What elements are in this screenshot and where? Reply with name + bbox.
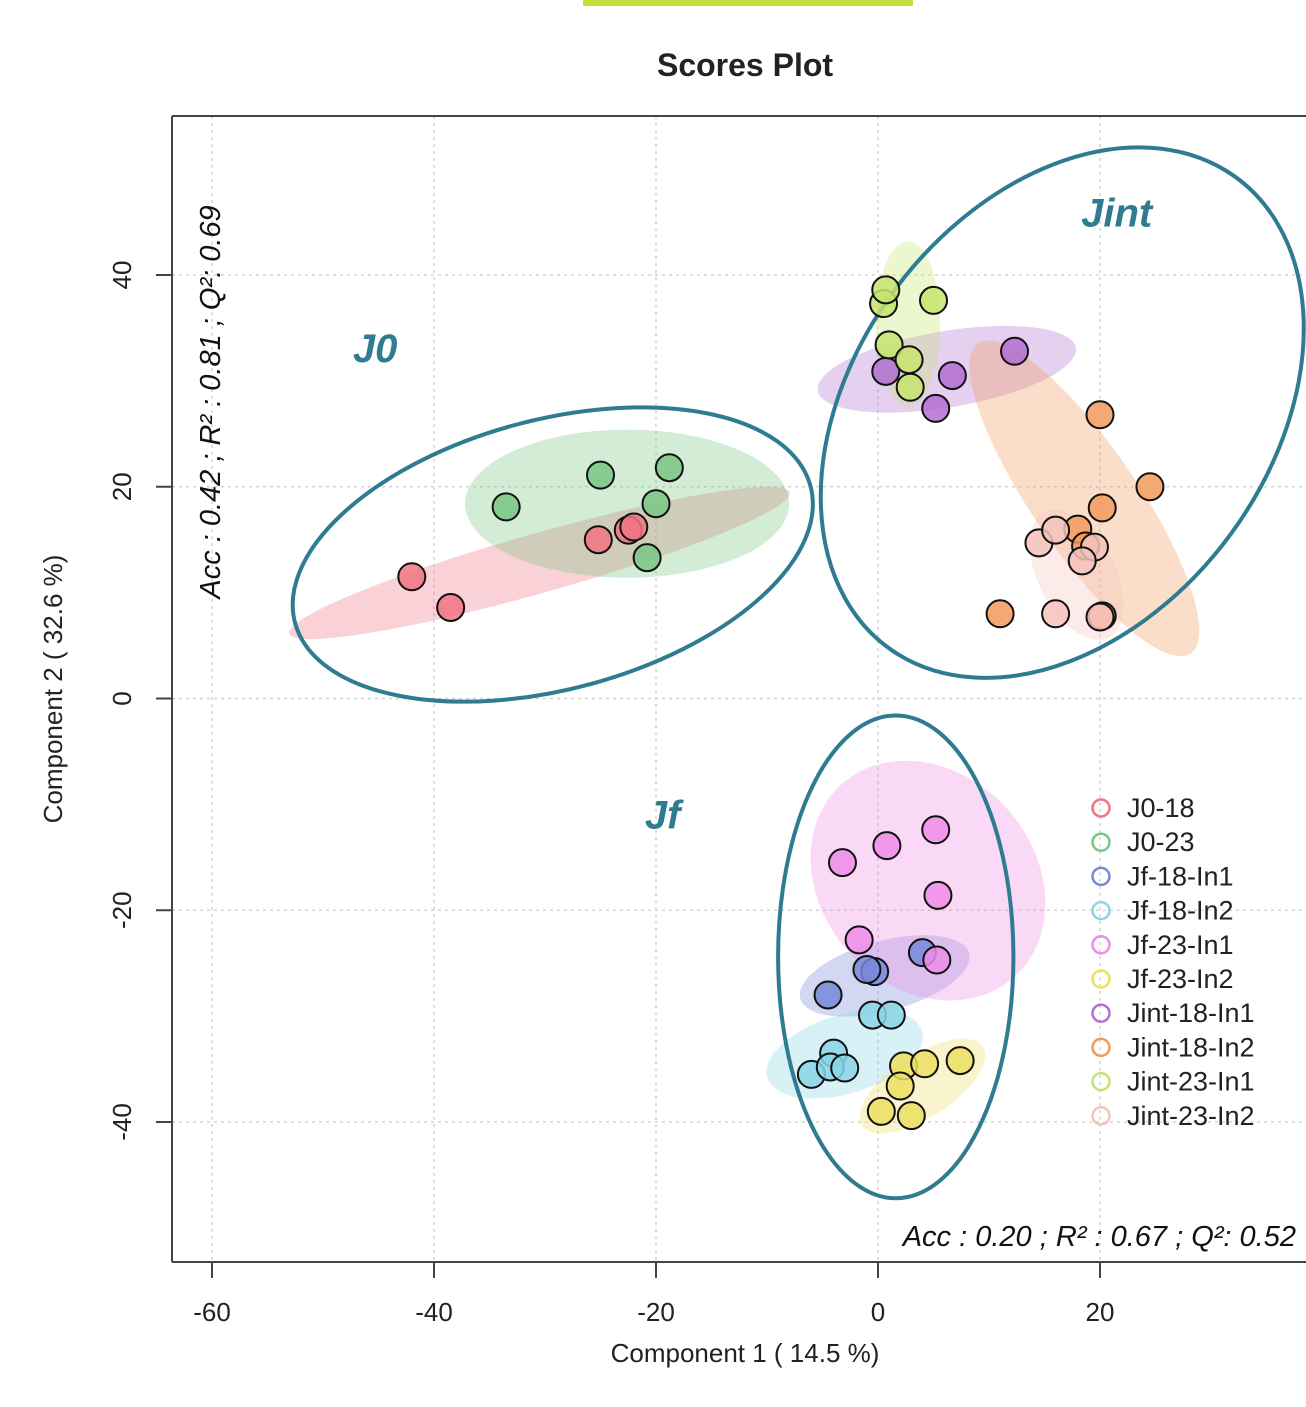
data-point: [923, 880, 953, 910]
data-point: [945, 1046, 975, 1076]
top-accent-bar: [583, 0, 913, 6]
data-point: [1085, 400, 1115, 430]
data-point: [919, 285, 948, 315]
data-point: [1087, 493, 1117, 523]
legend-marker: [1091, 1106, 1111, 1126]
group-labels: J0 Jint Jf: [353, 191, 1154, 837]
data-point: [641, 489, 671, 519]
x-tick-label: 20: [1086, 1297, 1115, 1327]
y-tick-label: 20: [107, 472, 137, 501]
chart-title: Scores Plot: [657, 47, 833, 83]
confidence-ellipse-shape: [289, 486, 790, 640]
legend-marker: [1091, 1037, 1111, 1058]
legend-label: Jint-23-In1: [1127, 1067, 1255, 1097]
data-point: [885, 1071, 915, 1101]
data-point: [844, 925, 874, 955]
confidence-ellipse-shape: [465, 429, 790, 578]
confidence-ellipse: [289, 486, 790, 640]
data-point: [654, 453, 684, 483]
data-point: [866, 1096, 896, 1126]
data-point: [1085, 602, 1115, 632]
x-tick-label: -20: [637, 1297, 675, 1327]
legend: J0-18 J0-23 Jf-18-In1 Jf-18-In2 Jf-23-In1 Jf-…: [1091, 793, 1255, 1131]
x-tick-label: -60: [193, 1297, 231, 1327]
x-tick-label: 0: [871, 1297, 885, 1327]
y-tick-label: 40: [107, 261, 137, 290]
data-point: [921, 815, 951, 845]
data-point: [921, 393, 951, 423]
legend-marker: [1091, 1071, 1111, 1092]
legend-label: Jf-23-In1: [1127, 930, 1234, 960]
legend-label: Jf-18-In2: [1127, 896, 1234, 926]
y-tick-label: -20: [107, 891, 137, 929]
data-point: [872, 831, 902, 861]
data-points: [397, 275, 1165, 1131]
group-label: J0: [353, 327, 398, 371]
y-tick-label: 0: [107, 691, 137, 705]
data-point: [436, 592, 466, 622]
legend-marker: [1091, 1003, 1111, 1023]
group-label: Jf: [645, 794, 684, 838]
data-point: [876, 1000, 906, 1030]
data-point: [896, 1101, 926, 1131]
data-point: [1041, 515, 1071, 545]
legend-label: J0-23: [1127, 827, 1195, 857]
legend-marker: [1091, 935, 1111, 955]
data-point: [830, 1053, 860, 1083]
data-point: [874, 330, 904, 360]
legend-label: Jint-23-In2: [1127, 1101, 1255, 1131]
legend-marker: [1091, 969, 1111, 989]
data-point: [895, 372, 925, 402]
data-point: [813, 980, 843, 1010]
data-point: [491, 492, 521, 522]
data-point: [632, 543, 662, 573]
group-outline-shape: [257, 355, 849, 754]
data-point: [827, 848, 857, 878]
data-point: [985, 599, 1015, 629]
data-point: [852, 955, 882, 985]
group-label: Jint: [1081, 191, 1154, 235]
data-point: [583, 525, 613, 555]
legend-label: Jf-23-In2: [1127, 964, 1234, 994]
legend-label: Jint-18-In2: [1127, 1032, 1255, 1062]
confidence-ellipse-shape: [969, 340, 1200, 657]
data-point: [922, 945, 952, 975]
data-point: [894, 345, 924, 375]
data-point: [397, 562, 427, 592]
data-point: [1000, 336, 1030, 366]
data-point: [910, 1049, 940, 1079]
data-point: [1135, 472, 1165, 502]
model-stats-annotation-j0: Acc : 0.42 ; R² : 0.81 ; Q²: 0.69: [195, 205, 227, 600]
legend-label: Jint-18-In1: [1127, 998, 1255, 1028]
x-axis-label: Component 1 ( 14.5 %): [611, 1338, 880, 1368]
y-tick-label: -40: [107, 1103, 137, 1141]
axis-ticks: -60 -40 -20 0 20 -40 -20 0 20 40: [107, 261, 1114, 1327]
data-point: [871, 275, 901, 305]
legend-marker: [1091, 832, 1111, 852]
y-axis-label: Component 2 ( 32.6 %): [38, 555, 68, 824]
data-point: [1067, 546, 1097, 576]
data-point: [586, 460, 615, 490]
data-point: [937, 361, 967, 391]
model-stats-annotation-jf: Acc : 0.20 ; R² : 0.67 ; Q²: 0.52: [901, 1221, 1296, 1253]
group-outline: [257, 355, 849, 754]
legend-label: J0-18: [1127, 793, 1195, 823]
legend-marker: [1091, 900, 1111, 921]
group-outline: [778, 715, 1013, 1198]
confidence-ellipse: [465, 429, 790, 578]
data-point: [1041, 599, 1071, 629]
legend-label: Jf-18-In1: [1127, 861, 1234, 891]
legend-marker: [1091, 798, 1111, 818]
legend-marker: [1091, 866, 1111, 887]
data-point: [619, 512, 649, 542]
group-outline-shape: [778, 715, 1013, 1198]
confidence-ellipse: [969, 340, 1200, 657]
x-tick-label: -40: [415, 1297, 453, 1327]
